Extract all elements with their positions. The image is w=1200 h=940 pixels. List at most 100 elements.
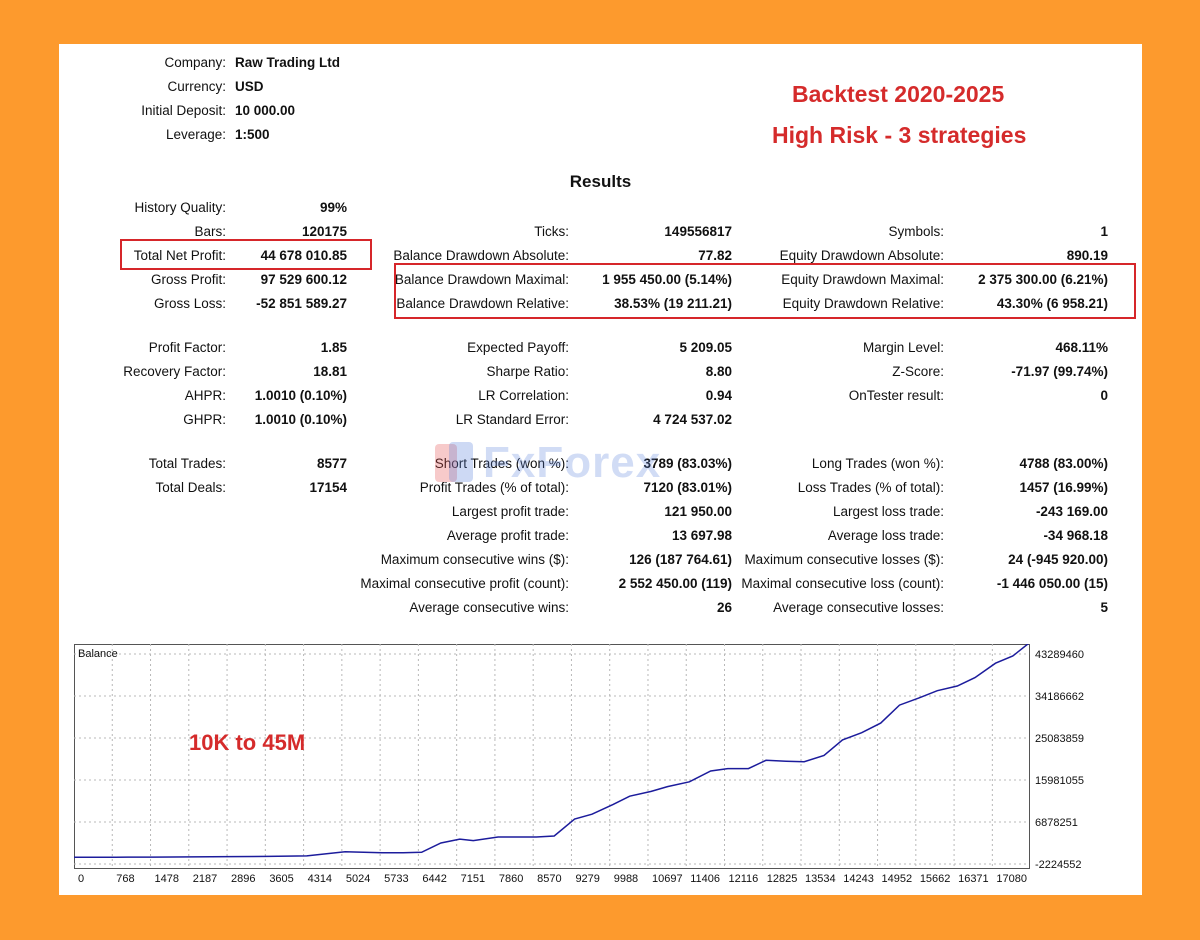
x-tick-label: 12116: [729, 873, 759, 885]
stat-value: 1.85: [320, 340, 347, 355]
x-tick-label: 4314: [308, 873, 332, 885]
stat-value: 1 955 450.00 (5.14%): [602, 272, 732, 287]
stat-value: 26: [716, 600, 732, 615]
stat-label: Z-Score:: [892, 364, 944, 379]
x-tick-label: 6442: [422, 873, 446, 885]
y-tick-label: -2224552: [1035, 859, 1082, 871]
stat-label: Gross Loss:: [153, 296, 226, 311]
x-tick-label: 11406: [690, 873, 720, 885]
stat-label: Average profit trade:: [446, 528, 569, 543]
stat-label: Profit Factor:: [148, 340, 226, 355]
stat-label: Equity Drawdown Maximal:: [781, 272, 944, 287]
stat-value: 890.19: [1066, 248, 1108, 263]
results-title: Results: [569, 172, 632, 191]
stat-label: Balance Drawdown Absolute:: [393, 248, 569, 263]
y-tick-label: 34186662: [1035, 691, 1084, 703]
y-tick-label: 15981055: [1035, 775, 1084, 787]
x-tick-label: 9988: [614, 873, 638, 885]
stat-value: 8.80: [705, 364, 732, 379]
stat-value: 1: [1100, 224, 1108, 239]
stat-value: 126 (187 764.61): [629, 552, 732, 567]
stat-label: Maximum consecutive losses ($):: [744, 552, 944, 567]
stat-label: Total Deals:: [155, 480, 226, 495]
company-label: Company:: [164, 55, 226, 70]
stat-label: Equity Drawdown Relative:: [782, 296, 944, 311]
x-tick-label: 0: [78, 873, 84, 885]
x-tick-label: 13534: [805, 873, 836, 885]
stat-label: Average consecutive wins:: [409, 600, 569, 615]
stat-label: GHPR:: [183, 412, 226, 427]
risk-title: High Risk - 3 strategies: [772, 122, 1027, 148]
stat-label: Maximum consecutive wins ($):: [380, 552, 569, 567]
chart-title: Balance: [78, 648, 118, 660]
stat-value: 17154: [309, 480, 347, 495]
stat-label: Equity Drawdown Absolute:: [779, 248, 944, 263]
stat-value: 0.94: [705, 388, 732, 403]
stat-label: Maximal consecutive loss (count):: [741, 576, 944, 591]
stat-value: 43.30% (6 958.21): [996, 296, 1108, 311]
stat-value: 121 950.00: [664, 504, 732, 519]
stat-value: 18.81: [313, 364, 347, 379]
x-tick-label: 9279: [575, 873, 599, 885]
stat-value: 5: [1100, 600, 1108, 615]
stat-label: Ticks:: [534, 224, 569, 239]
stat-value: -243 169.00: [1035, 504, 1108, 519]
report-panel: Company: Raw Trading Ltd Currency: USD I…: [59, 44, 1142, 895]
leverage-label: Leverage:: [165, 127, 226, 142]
balance-chart-svg: 0 768 1478 2187 2896 3605 4314 5024 5733 6442 7151…: [74, 644, 1084, 885]
stat-label: Margin Level:: [862, 340, 944, 355]
stat-label: Balance Drawdown Maximal:: [394, 272, 569, 287]
balance-chart: 0 768 1478 2187 2896 3605 4314 5024 5733 6442 7151…: [74, 644, 1127, 886]
leverage-value: 1:500: [235, 127, 270, 142]
backtest-title: Backtest 2020-2025: [792, 81, 1005, 107]
stat-label: Bars:: [194, 224, 226, 239]
stat-label: Short Trades (won %):: [434, 456, 569, 471]
stat-value: 1.0010 (0.10%): [254, 388, 347, 403]
y-tick-label: 6878251: [1035, 817, 1078, 829]
stat-value: 4788 (83.00%): [1019, 456, 1108, 471]
stat-label: Maximal consecutive profit (count):: [360, 576, 569, 591]
stat-value: 38.53% (19 211.21): [614, 296, 732, 311]
stat-value: 44 678 010.85: [260, 248, 347, 263]
x-tick-label: 7151: [461, 873, 485, 885]
chart-annotation: 10K to 45M: [189, 730, 306, 755]
stat-label: LR Standard Error:: [455, 412, 569, 427]
currency-label: Currency:: [167, 79, 226, 94]
stat-label: Balance Drawdown Relative:: [396, 296, 569, 311]
stat-label: Average loss trade:: [827, 528, 944, 543]
x-tick-label: 14952: [882, 873, 913, 885]
stat-value: 120175: [301, 224, 347, 239]
x-tick-label: 16371: [958, 873, 989, 885]
stat-label: Long Trades (won %):: [811, 456, 944, 471]
stat-value: -34 968.18: [1043, 528, 1108, 543]
stat-label: LR Correlation:: [478, 388, 569, 403]
watermark-logo-icon: [435, 442, 473, 482]
stat-value: 149556817: [664, 224, 732, 239]
stat-label: Profit Trades (% of total):: [419, 480, 569, 495]
x-tick-label: 15662: [920, 873, 951, 885]
stat-label: Total Trades:: [148, 456, 226, 471]
stat-value: 3789 (83.03%): [643, 456, 732, 471]
stat-label: AHPR:: [184, 388, 226, 403]
stat-label: Largest loss trade:: [832, 504, 944, 519]
stat-label: OnTester result:: [848, 388, 944, 403]
stat-value: 2 375 300.00 (6.21%): [978, 272, 1108, 287]
x-tick-label: 1478: [155, 873, 179, 885]
x-tick-label: 10697: [652, 873, 683, 885]
stat-label: Recovery Factor:: [123, 364, 226, 379]
x-tick-label: 768: [116, 873, 134, 885]
stat-value: 5 209.05: [679, 340, 732, 355]
stat-value: 7120 (83.01%): [643, 480, 732, 495]
x-tick-label: 5024: [346, 873, 370, 885]
company-value: Raw Trading Ltd: [235, 55, 341, 70]
stat-value: -71.97 (99.74%): [1011, 364, 1108, 379]
deposit-value: 10 000.00: [235, 103, 296, 118]
deposit-label: Initial Deposit:: [141, 103, 226, 118]
x-tick-label: 7860: [499, 873, 523, 885]
stat-value: -1 446 050.00 (15): [996, 576, 1108, 591]
x-tick-label: 17080: [996, 873, 1027, 885]
x-tick-label: 3605: [269, 873, 293, 885]
stat-label: Symbols:: [888, 224, 944, 239]
x-tick-label: 8570: [537, 873, 561, 885]
currency-value: USD: [235, 79, 264, 94]
